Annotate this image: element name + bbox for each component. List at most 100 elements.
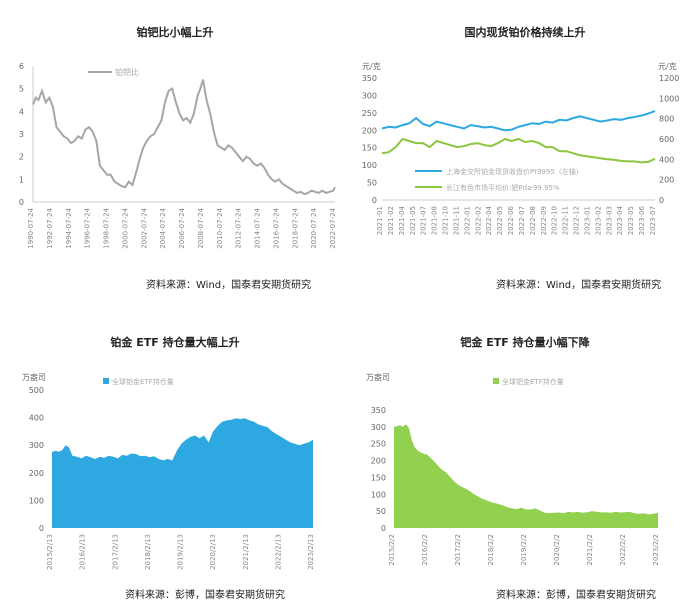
x-tick-label: 2020-07-24	[310, 207, 318, 248]
x-tick-label: 2018-07-24	[291, 207, 299, 248]
x-tick-label: 2022-01	[463, 206, 471, 235]
etf-holdings-area	[394, 424, 658, 528]
legend-label: 长江有色市场平均价:钯Pd≥99.95%	[446, 183, 560, 192]
legend-swatch	[103, 378, 109, 384]
chart-title: 铂钯比小幅上升	[136, 26, 214, 39]
y-tick-label: 50	[376, 507, 386, 516]
left-y-tick-label: 200	[362, 126, 377, 135]
platinum-series-line	[381, 110, 656, 132]
y-tick-label: 100	[29, 496, 44, 505]
chart-title: 国内现货铂价格持续上升	[464, 26, 586, 39]
chart-panel-ratio: 铂钯比小幅上升 0 1 2 3 4 5 6 1990-07-24 1992-07-24 1994-…	[0, 0, 350, 304]
y-tick-label: 150	[371, 473, 386, 482]
x-tick-label: 2022-02	[474, 206, 482, 235]
x-tick-label: 2006-07-24	[178, 207, 186, 248]
x-tick-label: 2002-07-24	[140, 207, 148, 248]
x-tick-label: 2022-06	[507, 205, 515, 235]
x-tick-label: 2010-07-24	[216, 207, 224, 248]
pd-etf-chart-svg: 万盎司 0 50 100 150 200 250 300 350 2015/2/2 2016/2/2…	[366, 372, 660, 565]
chart-source: 资料来源：Wind，国泰君安期货研究	[146, 280, 312, 291]
chart-source: 资料来源：彭博，国泰君安期货研究	[125, 590, 285, 601]
y-tick-label: 300	[371, 423, 386, 432]
chart-title: 铂金 ETF 持仓量大幅上升	[110, 336, 240, 349]
x-tick-label: 2021-08	[431, 206, 439, 235]
right-y-tick-label: 400	[659, 155, 674, 164]
etf-holdings-area	[52, 418, 313, 528]
legend-label: 铂钯比	[115, 67, 139, 77]
y-tick-label: 1	[19, 175, 24, 184]
x-tick-label: 1994-07-24	[65, 207, 73, 248]
legend-label: 全球钯金ETF持仓量	[502, 377, 564, 386]
x-tick-label: 2023-06	[638, 205, 646, 235]
x-tick-label: 2021-11	[452, 206, 460, 235]
y-tick-label: 200	[29, 469, 44, 478]
y-tick-label: 500	[29, 386, 44, 395]
x-tick-label: 2021-05	[409, 206, 417, 235]
left-y-tick-label: 150	[362, 144, 377, 153]
left-axis-unit: 元/克	[362, 62, 381, 71]
y-tick-label: 5	[19, 85, 24, 94]
x-tick-label: 2023-03	[605, 206, 613, 235]
x-tick-label: 2023-02	[594, 206, 602, 235]
x-tick-label: 2021-04	[398, 205, 406, 235]
x-tick-label: 2021/2/2	[586, 534, 594, 565]
price-chart-svg: 元/克 元/克 0 50 100 150 200 250 300 350 0 200 400 600 800…	[362, 62, 680, 235]
x-tick-label: 2015/2/13	[46, 534, 54, 570]
x-tick-label: 1992-07-24	[46, 207, 54, 248]
y-tick-label: 0	[381, 524, 386, 533]
x-tick-label: 2020/2/13	[209, 534, 217, 570]
x-tick-label: 2022-11	[562, 206, 570, 235]
x-tick-label: 1990-07-24	[27, 207, 35, 248]
x-tick-label: 2023/2/2	[652, 534, 660, 565]
right-y-tick-label: 1200	[659, 74, 679, 83]
x-tick-label: 2014-07-24	[254, 207, 262, 248]
y-tick-label: 250	[371, 440, 386, 449]
x-tick-label: 2012-07-24	[235, 207, 243, 248]
y-tick-label: 0	[39, 524, 44, 533]
right-y-tick-label: 600	[659, 135, 674, 144]
x-tick-label: 2022-07-24	[329, 207, 337, 248]
y-tick-label: 350	[371, 406, 386, 415]
right-y-tick-label: 200	[659, 176, 674, 185]
x-tick-label: 2020/2/2	[553, 534, 561, 565]
x-tick-label: 2019/2/2	[520, 534, 528, 565]
palladium-series-line	[381, 137, 656, 164]
left-y-tick-label: 350	[362, 74, 377, 83]
ratio-chart-svg: 0 1 2 3 4 5 6 1990-07-24 1992-07-24 1994-07-24 199…	[19, 62, 337, 249]
ratio-series-line	[32, 79, 336, 196]
y-tick-label: 300	[29, 441, 44, 450]
x-tick-label: 2021-02	[387, 206, 395, 235]
x-tick-label: 2022-04	[485, 205, 493, 235]
y-tick-label: 2	[19, 153, 24, 162]
x-tick-label: 2016-07-24	[272, 207, 280, 248]
x-tick-label: 2023-01	[583, 206, 591, 235]
x-tick-label: 2021-01	[376, 206, 384, 235]
x-tick-label: 2021-07	[420, 206, 428, 235]
x-tick-label: 2022-10	[551, 206, 559, 235]
y-tick-label: 4	[19, 107, 24, 116]
chart-title: 钯金 ETF 持仓量小幅下降	[460, 336, 590, 349]
right-axis-unit: 元/克	[658, 62, 677, 71]
y-tick-label: 0	[19, 198, 24, 207]
y-tick-label: 3	[19, 130, 24, 139]
x-tick-label: 1998-07-24	[103, 207, 111, 248]
x-tick-label: 2021-10	[442, 206, 450, 235]
legend-swatch	[493, 378, 499, 384]
x-tick-label: 2023-04	[616, 205, 624, 235]
x-tick-label: 2018/2/13	[144, 534, 152, 570]
x-tick-label: 2016/2/13	[79, 534, 87, 570]
y-tick-label: 400	[29, 414, 44, 423]
x-tick-label: 2004-07-24	[159, 207, 167, 248]
x-tick-label: 2022/2/2	[619, 534, 627, 565]
x-tick-label: 2008-07-24	[197, 207, 205, 248]
y-tick-label: 6	[19, 62, 24, 71]
x-tick-label: 1996-07-24	[84, 207, 92, 248]
x-tick-label: 2021/2/13	[242, 534, 250, 570]
left-y-tick-label: 0	[372, 196, 377, 205]
left-y-tick-label: 100	[362, 161, 377, 170]
chart-panel-price: 国内现货铂价格持续上升 元/克 元/克 0 50 100 150 200 250 300 350 0…	[350, 0, 700, 304]
x-tick-label: 2017/2/2	[454, 534, 462, 565]
x-tick-label: 2023/2/13	[307, 534, 315, 570]
y-tick-label: 100	[371, 490, 386, 499]
x-tick-label: 2022-08	[529, 206, 537, 235]
